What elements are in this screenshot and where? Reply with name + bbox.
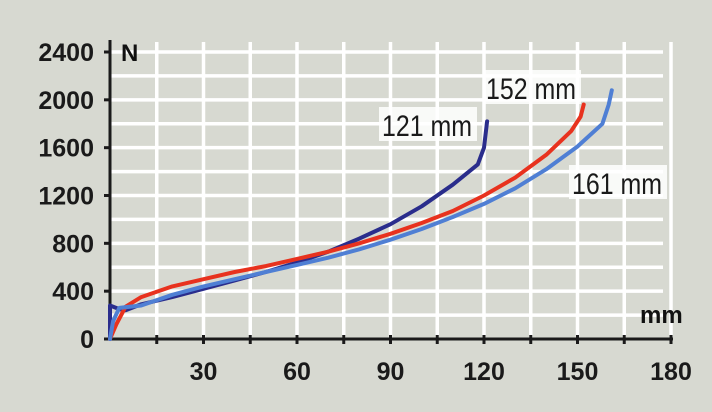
- y-tick-label: 0: [80, 326, 94, 354]
- y-tick-label: 1600: [38, 135, 94, 163]
- x-tick-label: 180: [650, 358, 692, 386]
- y-axis-unit-label: N: [121, 40, 138, 67]
- series-layer: [108, 88, 614, 341]
- series-annotation-label: 161 mm: [572, 168, 662, 201]
- y-tick-label: 400: [52, 278, 94, 306]
- y-tick-label: 800: [52, 230, 94, 258]
- x-tick-label: 90: [377, 358, 405, 386]
- annotation-background: [483, 70, 581, 104]
- annotation-background: [379, 107, 477, 141]
- tick-labels: 0 400 800 1200 1600 2000 2400 30 60 90 120 150 180: [38, 39, 691, 386]
- series-line: [108, 88, 614, 341]
- series-annotation-label: 152 mm: [486, 73, 576, 106]
- x-tick-label: 30: [190, 358, 218, 386]
- x-tick-label: 60: [283, 358, 311, 386]
- y-tick-label: 2400: [38, 39, 94, 67]
- x-tick-label: 150: [557, 358, 599, 386]
- y-tick-label: 1200: [38, 183, 94, 211]
- x-tick-label: 120: [463, 358, 505, 386]
- annotation-background: [569, 165, 667, 199]
- series-annotation-label: 121 mm: [382, 110, 472, 143]
- x-axis-unit-label: mm: [640, 302, 683, 329]
- annotations: 121 mm 152 mm 161 mm: [379, 70, 667, 201]
- series-line: [108, 102, 586, 341]
- y-tick-label: 2000: [38, 87, 94, 115]
